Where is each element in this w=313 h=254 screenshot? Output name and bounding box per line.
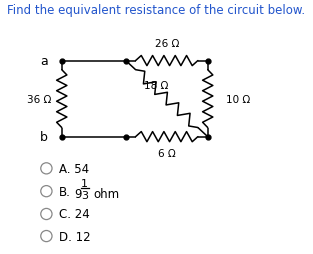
Text: C. 24: C. 24 [59, 208, 90, 221]
Text: 10 Ω: 10 Ω [226, 94, 250, 104]
Text: 9: 9 [75, 187, 82, 200]
Text: ohm: ohm [94, 187, 120, 200]
Text: 18 Ω: 18 Ω [144, 80, 169, 90]
Text: b: b [40, 131, 48, 144]
Text: 36 Ω: 36 Ω [27, 94, 51, 104]
Text: Find the equivalent resistance of the circuit below.: Find the equivalent resistance of the ci… [8, 5, 305, 18]
Text: 26 Ω: 26 Ω [155, 39, 179, 49]
Text: A. 54: A. 54 [59, 162, 89, 175]
Text: 3: 3 [81, 190, 88, 200]
Text: 1: 1 [81, 178, 88, 188]
Text: 6 Ω: 6 Ω [158, 149, 176, 158]
Text: D. 12: D. 12 [59, 230, 90, 243]
Text: a: a [40, 55, 48, 68]
Text: B.: B. [59, 185, 70, 198]
